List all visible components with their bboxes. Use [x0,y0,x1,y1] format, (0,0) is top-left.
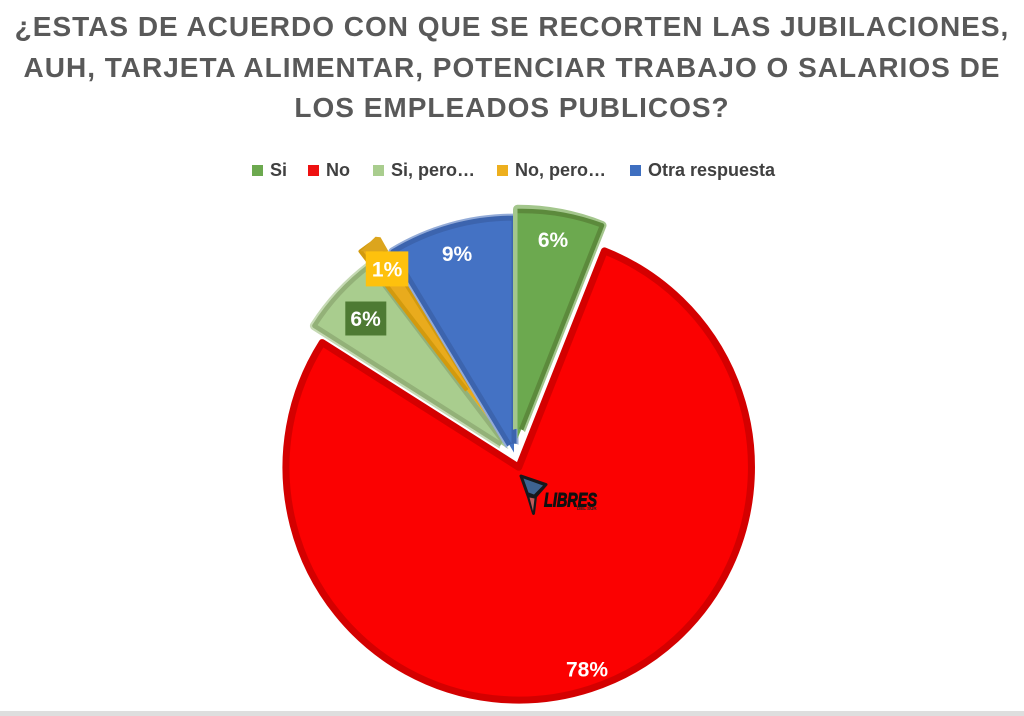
svg-text:DEL SUR: DEL SUR [577,506,597,511]
svg-text:9%: 9% [442,243,473,266]
svg-text:1%: 1% [372,259,403,282]
svg-text:78%: 78% [566,659,608,682]
svg-text:LIBRES: LIBRES [544,491,597,512]
svg-text:6%: 6% [350,308,381,331]
svg-text:6%: 6% [538,229,569,252]
